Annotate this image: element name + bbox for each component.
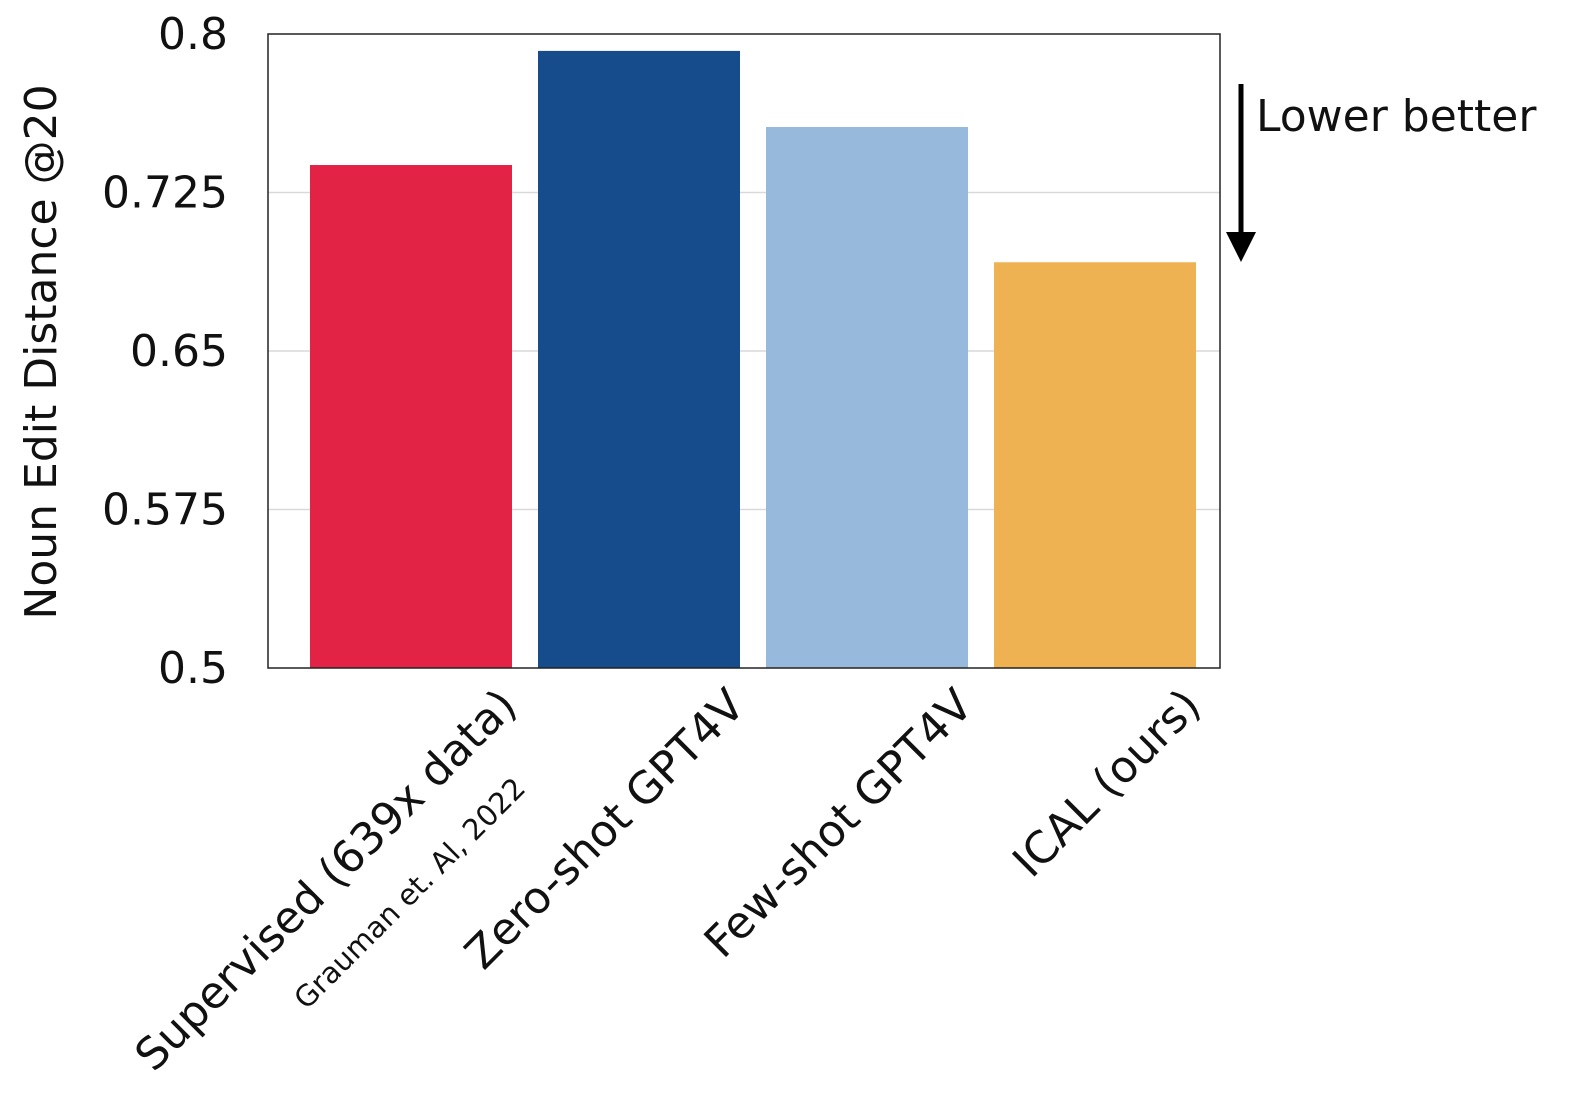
annotation-text: Lower better xyxy=(1256,91,1537,142)
y-tick-label: 0.725 xyxy=(102,168,228,219)
bar-1 xyxy=(310,165,512,668)
lower-better-annotation: Lower better xyxy=(1226,84,1537,262)
x-tick-label: ICAL (ours) xyxy=(1003,680,1211,888)
x-tick-labels: Supervised (639x data)Grauman et. Al, 20… xyxy=(125,680,1210,1081)
y-tick-label: 0.8 xyxy=(158,9,228,60)
bar-2 xyxy=(538,50,740,668)
y-tick-labels: 0.5 0.575 0.65 0.725 0.8 xyxy=(102,9,228,694)
bars xyxy=(310,50,1196,668)
bar-4 xyxy=(994,262,1196,668)
bar-3 xyxy=(766,126,968,668)
y-axis-title: Noun Edit Distance @20 xyxy=(16,84,67,619)
plot-frame xyxy=(267,33,1221,669)
down-arrow-head-icon xyxy=(1226,232,1256,262)
y-tick-label: 0.575 xyxy=(102,485,228,536)
y-tick-label: 0.65 xyxy=(130,326,228,377)
x-tick-label: Supervised (639x data) xyxy=(125,680,526,1081)
y-tick-label: 0.5 xyxy=(158,643,228,694)
